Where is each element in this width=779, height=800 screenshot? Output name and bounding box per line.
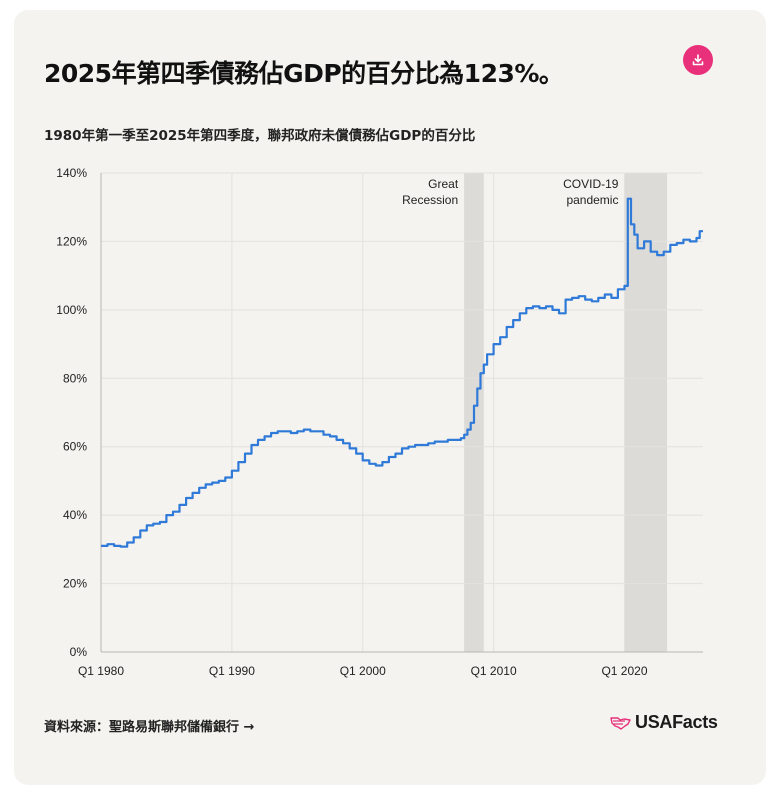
y-tick-label: 120% bbox=[56, 234, 87, 248]
y-tick-label: 100% bbox=[56, 303, 87, 317]
x-tick-label: Q1 2000 bbox=[340, 664, 386, 678]
usafacts-flag-icon bbox=[610, 716, 631, 730]
source-link[interactable]: 資料來源：聖路易斯聯邦儲備銀行 → bbox=[44, 720, 255, 735]
x-tick-label: Q1 2010 bbox=[471, 664, 517, 678]
recession-label: pandemic bbox=[566, 193, 618, 207]
debt-to-gdp-chart: 0% 20% 40% 60% 80% 100% 120% 140% Q1 1980 Q1 1990… bbox=[56, 166, 703, 678]
recession-label: COVID-19 bbox=[563, 177, 619, 191]
x-tick-label: Q1 1980 bbox=[78, 664, 124, 678]
recession-label: Great bbox=[428, 177, 459, 191]
y-tick-label: 40% bbox=[63, 508, 87, 522]
chart-subtitle: 1980年第一季至2025年第四季度，聯邦政府未償債務佔GDP的百分比 bbox=[44, 128, 476, 144]
recession-label: Recession bbox=[402, 193, 458, 207]
y-tick-label: 20% bbox=[63, 577, 87, 591]
chart-title: 2025年第四季債務佔GDP的百分比為123%。 bbox=[44, 59, 564, 88]
recession-shade bbox=[624, 173, 668, 652]
logo-text: USAFacts bbox=[635, 712, 718, 732]
download-button[interactable] bbox=[683, 45, 713, 75]
usafacts-logo: USAFacts bbox=[610, 712, 718, 733]
debt-series-line bbox=[101, 197, 703, 548]
y-tick-label: 80% bbox=[63, 371, 87, 385]
y-tick-label: 60% bbox=[63, 440, 87, 454]
download-icon bbox=[692, 54, 704, 66]
y-tick-label: 0% bbox=[70, 645, 88, 659]
y-tick-label: 140% bbox=[56, 166, 87, 180]
x-tick-label: Q1 1990 bbox=[209, 664, 255, 678]
x-tick-label: Q1 2020 bbox=[601, 664, 647, 678]
